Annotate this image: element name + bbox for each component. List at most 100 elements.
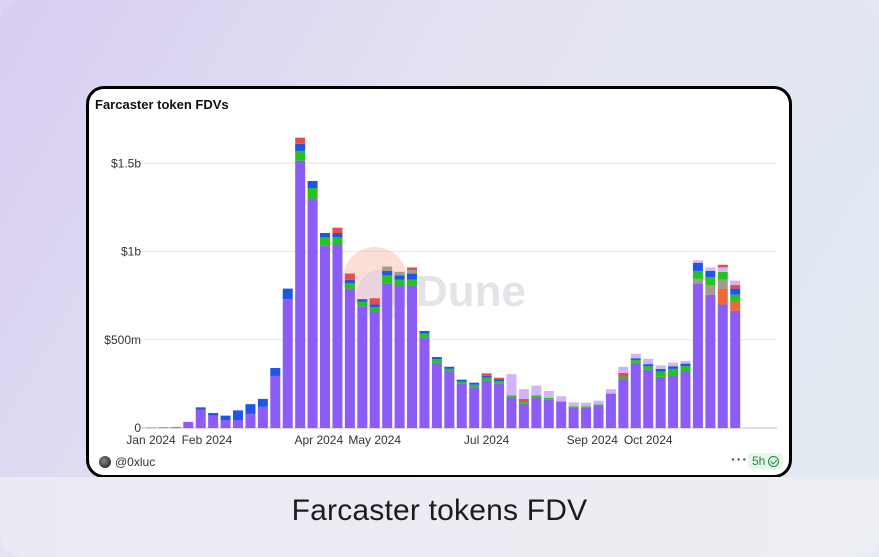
bar-segment-base[interactable]: [618, 378, 629, 428]
bar-segment-base[interactable]: [717, 304, 728, 428]
bar-segment-base[interactable]: [444, 371, 455, 428]
bar-segment-green[interactable]: [407, 279, 418, 286]
bar-segment-light_purple[interactable]: [668, 362, 679, 367]
bar-segment-blue[interactable]: [282, 288, 293, 300]
bar-segment-red[interactable]: [407, 267, 418, 271]
bar-segment-green[interactable]: [730, 294, 741, 301]
bar-segment-green[interactable]: [655, 371, 666, 377]
bar-segment-green[interactable]: [593, 404, 604, 406]
bar-segment-blue[interactable]: [692, 263, 703, 271]
bar-segment-base[interactable]: [668, 375, 679, 428]
bar-segment-green[interactable]: [444, 368, 455, 372]
bar-segment-blue[interactable]: [655, 368, 666, 372]
bar-segment-light_purple[interactable]: [643, 358, 654, 365]
bar-segment-green[interactable]: [332, 237, 343, 245]
bar-segment-base[interactable]: [233, 420, 244, 428]
bar-stack[interactable]: [220, 415, 231, 428]
bar-stack[interactable]: [332, 227, 343, 428]
bar-segment-base[interactable]: [270, 375, 281, 428]
bar-segment-light_purple[interactable]: [705, 267, 716, 271]
bar-segment-blue[interactable]: [295, 143, 306, 151]
bar-stack[interactable]: [444, 366, 455, 428]
bar-stack[interactable]: [382, 266, 393, 428]
bar-segment-blue[interactable]: [431, 357, 442, 360]
bar-segment-gray[interactable]: [717, 279, 728, 289]
bar-segment-blue[interactable]: [705, 270, 716, 278]
bar-segment-light_purple[interactable]: [730, 280, 741, 286]
bar-stack[interactable]: [344, 273, 355, 428]
bar-segment-light_purple[interactable]: [655, 365, 666, 369]
bar-segment-base[interactable]: [419, 338, 430, 428]
bar-segment-green[interactable]: [456, 381, 467, 384]
bar-segment-base[interactable]: [593, 405, 604, 428]
bar-stack[interactable]: [618, 366, 629, 428]
bar-segment-red[interactable]: [481, 373, 492, 376]
bar-segment-blue[interactable]: [456, 379, 467, 382]
bar-segment-blue[interactable]: [494, 379, 505, 382]
bar-segment-blue[interactable]: [208, 413, 219, 416]
bar-stack[interactable]: [655, 365, 666, 428]
bar-segment-green[interactable]: [431, 359, 442, 363]
bar-segment-base[interactable]: [730, 310, 741, 428]
bar-segment-green[interactable]: [494, 381, 505, 384]
bar-stack[interactable]: [531, 385, 542, 428]
bar-segment-blue[interactable]: [195, 407, 206, 410]
bar-segment-base[interactable]: [407, 285, 418, 428]
bar-segment-blue[interactable]: [444, 366, 455, 369]
bar-segment-base[interactable]: [220, 420, 231, 428]
bar-segment-blue[interactable]: [419, 330, 430, 334]
bar-stack[interactable]: [407, 267, 418, 428]
bar-segment-green[interactable]: [295, 150, 306, 161]
bar-stack[interactable]: [593, 400, 604, 428]
bar-segment-red[interactable]: [344, 273, 355, 280]
bar-stack[interactable]: [506, 374, 517, 428]
bar-stack[interactable]: [369, 298, 380, 428]
bar-segment-base[interactable]: [332, 244, 343, 428]
bar-stack[interactable]: [270, 368, 281, 428]
bar-segment-green[interactable]: [394, 279, 405, 286]
bar-stack[interactable]: [170, 427, 181, 428]
bar-segment-base[interactable]: [531, 397, 542, 428]
bar-segment-blue[interactable]: [668, 366, 679, 369]
bar-segment-base[interactable]: [158, 427, 169, 428]
bar-segment-gray[interactable]: [382, 266, 393, 271]
bar-stack[interactable]: [705, 267, 716, 428]
bar-segment-blue[interactable]: [369, 304, 380, 308]
bar-segment-base[interactable]: [630, 362, 641, 428]
bar-segment-orange[interactable]: [730, 300, 741, 311]
bar-segment-red[interactable]: [369, 298, 380, 305]
bar-segment-red[interactable]: [494, 377, 505, 380]
bar-segment-gray[interactable]: [394, 271, 405, 276]
bar-segment-blue[interactable]: [307, 180, 318, 188]
bar-segment-light_purple[interactable]: [518, 389, 529, 399]
bar-stack[interactable]: [680, 360, 691, 428]
bar-segment-green[interactable]: [705, 277, 716, 286]
bar-segment-base[interactable]: [344, 288, 355, 428]
bar-segment-base[interactable]: [655, 376, 666, 428]
bar-stack[interactable]: [630, 353, 641, 428]
bar-segment-base[interactable]: [282, 299, 293, 428]
bar-segment-base[interactable]: [705, 294, 716, 428]
bar-segment-gray[interactable]: [407, 270, 418, 274]
bar-stack[interactable]: [419, 330, 430, 428]
bar-segment-orange[interactable]: [717, 288, 728, 305]
bar-segment-green[interactable]: [543, 398, 554, 400]
bar-stack[interactable]: [605, 389, 616, 428]
bar-stack[interactable]: [518, 389, 529, 428]
bar-segment-red[interactable]: [730, 285, 741, 289]
bar-segment-green[interactable]: [630, 360, 641, 363]
bar-stack[interactable]: [717, 264, 728, 428]
bar-stack[interactable]: [568, 402, 579, 428]
bar-segment-blue[interactable]: [643, 364, 654, 367]
bar-segment-base[interactable]: [456, 383, 467, 428]
bar-stack[interactable]: [581, 402, 592, 428]
bar-segment-blue[interactable]: [270, 368, 281, 376]
bar-stack[interactable]: [208, 413, 219, 428]
bar-segment-base[interactable]: [692, 283, 703, 428]
bar-stack[interactable]: [146, 427, 156, 429]
bar-stack[interactable]: [730, 280, 741, 428]
bar-segment-blue[interactable]: [332, 233, 343, 238]
bar-segment-blue[interactable]: [220, 415, 231, 421]
bar-segment-blue[interactable]: [469, 382, 480, 385]
bar-segment-light_purple[interactable]: [618, 366, 629, 373]
